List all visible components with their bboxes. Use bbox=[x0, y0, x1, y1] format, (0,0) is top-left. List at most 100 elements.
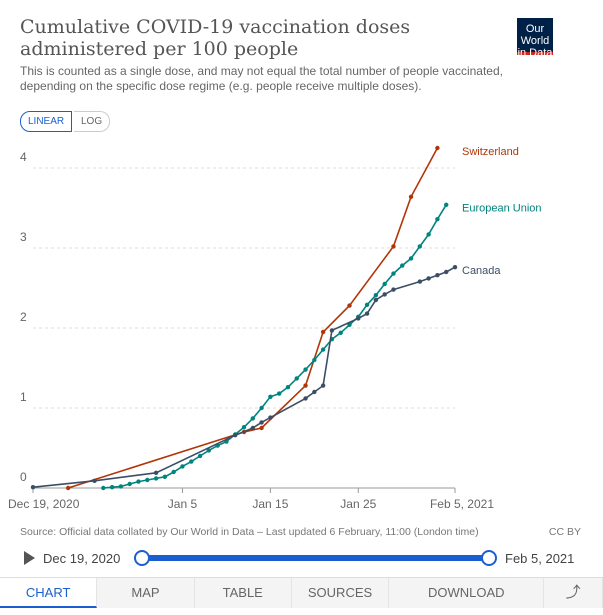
data-point bbox=[303, 367, 308, 372]
x-tick-label: Jan 15 bbox=[252, 497, 288, 511]
share-button[interactable]: ⤴ bbox=[544, 578, 603, 608]
data-point bbox=[233, 433, 238, 438]
data-point bbox=[285, 385, 291, 390]
data-point bbox=[391, 244, 396, 249]
series-label: Canada bbox=[462, 265, 501, 277]
data-point bbox=[145, 477, 150, 483]
data-point bbox=[92, 478, 97, 483]
tab[interactable]: CHART bbox=[0, 578, 98, 608]
data-point bbox=[259, 425, 264, 431]
data-point bbox=[259, 420, 264, 425]
data-point bbox=[426, 276, 431, 281]
tab[interactable]: MAP bbox=[97, 578, 195, 608]
data-point bbox=[101, 485, 106, 491]
data-point bbox=[356, 316, 361, 321]
data-point bbox=[417, 244, 423, 249]
data-point bbox=[250, 425, 255, 431]
data-point bbox=[435, 273, 440, 278]
data-point bbox=[391, 271, 396, 276]
tab[interactable]: DOWNLOAD bbox=[389, 578, 545, 608]
data-point bbox=[312, 357, 317, 363]
data-point bbox=[382, 292, 387, 297]
data-point bbox=[303, 383, 308, 388]
data-point bbox=[127, 481, 132, 487]
data-point bbox=[65, 485, 71, 491]
data-point bbox=[162, 474, 168, 479]
data-point bbox=[320, 383, 326, 388]
data-point bbox=[118, 484, 124, 489]
y-tick-label: 2 bbox=[20, 310, 27, 324]
data-point bbox=[197, 453, 203, 459]
data-point bbox=[268, 394, 273, 399]
scale-button[interactable]: LOG bbox=[74, 111, 111, 132]
data-point bbox=[329, 328, 335, 333]
data-point bbox=[408, 256, 414, 261]
data-point bbox=[417, 279, 423, 284]
data-point bbox=[320, 347, 326, 352]
timeline-handle[interactable] bbox=[481, 550, 497, 566]
x-tick-label: Jan 5 bbox=[168, 497, 198, 511]
data-point bbox=[259, 405, 264, 411]
series-line bbox=[67, 147, 439, 489]
data-point bbox=[303, 396, 308, 401]
x-tick-label: Feb 5, 2021 bbox=[430, 497, 494, 511]
data-point bbox=[444, 269, 449, 275]
data-point bbox=[452, 265, 458, 270]
data-point bbox=[435, 217, 440, 222]
data-point bbox=[180, 464, 185, 469]
logo[interactable]: Our World in Data bbox=[517, 18, 553, 59]
data-point bbox=[373, 293, 379, 298]
y-tick-label: 4 bbox=[20, 150, 27, 164]
scale-button[interactable]: LINEAR bbox=[20, 111, 73, 132]
tab[interactable]: SOURCES bbox=[292, 578, 390, 608]
data-point bbox=[109, 485, 115, 490]
data-point bbox=[408, 194, 414, 199]
series-label: European Union bbox=[462, 203, 542, 215]
y-tick-label: 1 bbox=[20, 390, 27, 404]
data-point bbox=[312, 389, 317, 395]
y-tick-label: 0 bbox=[20, 470, 27, 484]
x-tick-label: Jan 25 bbox=[340, 497, 376, 511]
data-point bbox=[294, 376, 299, 381]
data-point bbox=[136, 479, 141, 484]
chart-title: Cumulative COVID-19 vaccination doses ad… bbox=[20, 16, 411, 60]
tab[interactable]: TABLE bbox=[195, 578, 292, 608]
data-point bbox=[320, 329, 326, 335]
timeline-handle[interactable] bbox=[134, 550, 150, 566]
y-tick-label: 3 bbox=[20, 230, 27, 244]
series-label: Switzerland bbox=[462, 146, 519, 158]
data-point bbox=[391, 287, 396, 292]
data-point bbox=[241, 425, 247, 430]
data-point bbox=[171, 469, 176, 475]
tab-bar: CHART MAP TABLE SOURCES DOWNLOAD ⤴ bbox=[0, 577, 603, 608]
chart-subtitle: This is counted as a single dose, and ma… bbox=[20, 64, 503, 93]
data-point bbox=[444, 202, 449, 207]
data-point bbox=[30, 485, 36, 490]
data-point bbox=[382, 281, 387, 287]
series-line bbox=[32, 266, 456, 488]
license[interactable]: CC BY bbox=[548, 526, 581, 538]
data-point bbox=[250, 416, 255, 421]
timeline-end: Feb 5, 2021 bbox=[505, 551, 575, 566]
data-point bbox=[206, 448, 212, 453]
data-point bbox=[268, 415, 273, 420]
data-point bbox=[373, 297, 379, 303]
data-point bbox=[153, 470, 159, 475]
data-point bbox=[153, 476, 159, 481]
data-point bbox=[347, 303, 352, 308]
data-point bbox=[338, 330, 343, 335]
data-point bbox=[435, 145, 440, 151]
play-button[interactable] bbox=[24, 551, 35, 565]
data-point bbox=[400, 263, 405, 268]
data-point bbox=[364, 311, 370, 316]
x-tick-label: Dec 19, 2020 bbox=[8, 497, 80, 511]
data-point bbox=[276, 391, 282, 396]
series-line bbox=[103, 204, 447, 489]
timeline-start: Dec 19, 2020 bbox=[43, 551, 121, 566]
data-point bbox=[426, 232, 431, 237]
source: Source: Official data collated by Our Wo… bbox=[20, 526, 479, 538]
data-point bbox=[364, 302, 370, 307]
data-point bbox=[189, 459, 194, 464]
